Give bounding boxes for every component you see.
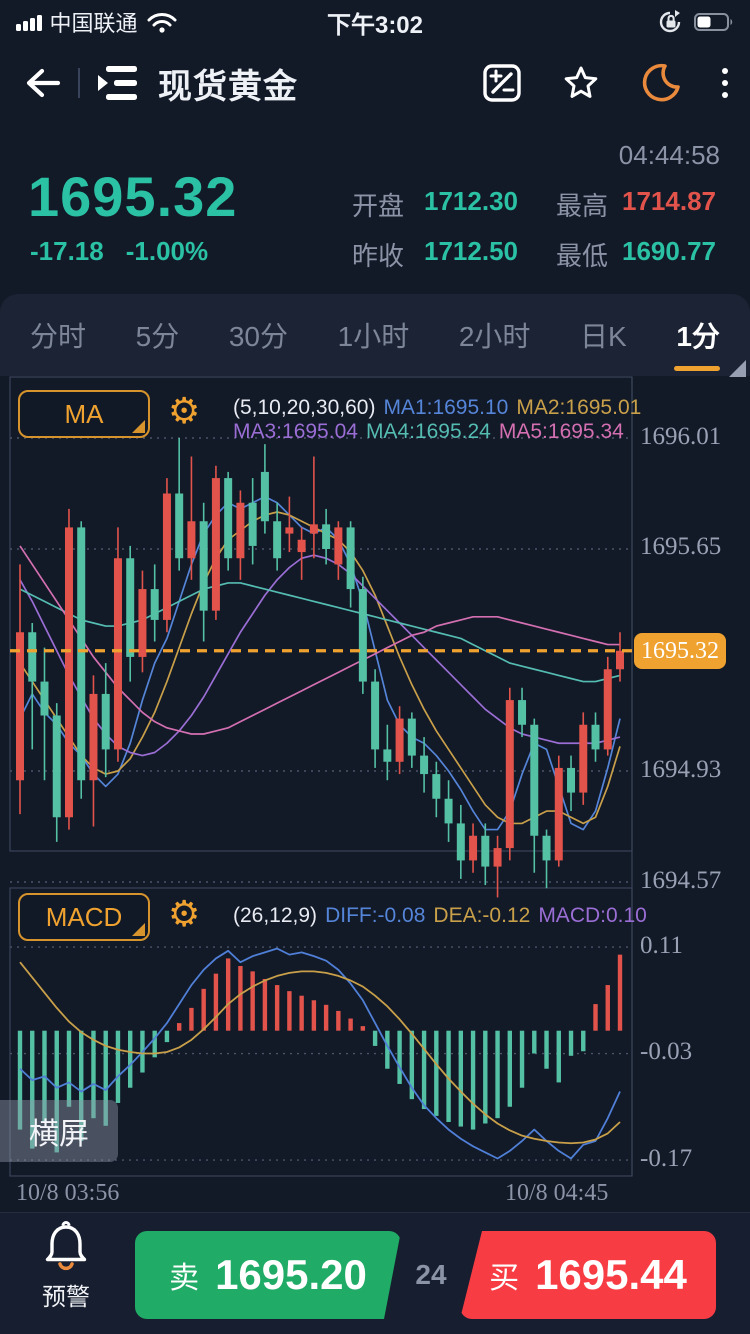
tab-timeline[interactable]: 分时 bbox=[30, 321, 87, 352]
buy-label: 买 bbox=[489, 1262, 520, 1295]
status-bar: 中国联通 下午3:02 bbox=[0, 0, 750, 44]
more-menu-icon[interactable] bbox=[718, 64, 732, 102]
price-change: -17.18 bbox=[30, 236, 104, 266]
alert-bell-icon bbox=[45, 1221, 87, 1271]
macd-settings-gear-icon[interactable]: ⚙ bbox=[168, 894, 201, 935]
symbol-list-icon[interactable] bbox=[94, 63, 142, 103]
tab-5min[interactable]: 5分 bbox=[135, 321, 180, 352]
spread-value: 24 bbox=[415, 1259, 447, 1290]
prev-close-value: 1712.50 bbox=[424, 236, 518, 266]
ma-indicator-button[interactable]: MA bbox=[18, 390, 150, 438]
timeframe-tabs: 分时 5分 30分 1小时 2小时 日K 1分 bbox=[0, 294, 750, 376]
candle-countdown: 04:44:58 bbox=[618, 140, 720, 170]
buy-button[interactable]: 买 1695.44 bbox=[460, 1231, 716, 1319]
ma-settings-gear-icon[interactable]: ⚙ bbox=[168, 391, 201, 432]
tab-1min[interactable]: 1分 bbox=[676, 321, 720, 352]
open-value: 1712.30 bbox=[424, 186, 518, 216]
open-label: 开盘 bbox=[352, 191, 405, 221]
active-tab-underline bbox=[674, 366, 720, 371]
favorite-star-icon[interactable] bbox=[558, 61, 604, 105]
night-mode-moon-icon[interactable] bbox=[638, 61, 684, 105]
alert-label: 预警 bbox=[42, 1284, 90, 1311]
low-label: 最低 bbox=[556, 241, 609, 271]
tab-1hour[interactable]: 1小时 bbox=[337, 321, 410, 352]
price-change-percent: -1.00% bbox=[125, 236, 209, 266]
tab-daily[interactable]: 日K bbox=[580, 321, 627, 352]
ma-button-label: MA bbox=[64, 398, 104, 429]
landscape-mode-button[interactable]: 横屏 bbox=[0, 1100, 118, 1162]
signal-strength-icon bbox=[16, 14, 42, 31]
indicator-adjust-icon[interactable] bbox=[480, 61, 524, 105]
price-change-row: -17.18 -1.00% bbox=[30, 236, 208, 267]
bottom-trade-bar: 预警 卖 1695.20 24 买 1695.44 bbox=[0, 1212, 750, 1334]
tab-30min[interactable]: 30分 bbox=[228, 321, 288, 352]
battery-icon bbox=[694, 13, 733, 31]
rotation-lock-icon bbox=[659, 10, 681, 33]
macd-indicator-button[interactable]: MACD bbox=[18, 893, 150, 941]
macd-button-label: MACD bbox=[45, 901, 123, 932]
wifi-icon bbox=[147, 13, 177, 33]
carrier-label: 中国联通 bbox=[49, 11, 138, 36]
last-price: 1695.32 bbox=[28, 165, 238, 228]
high-label: 最高 bbox=[556, 191, 609, 221]
sell-price: 1695.20 bbox=[215, 1251, 367, 1298]
sell-button[interactable]: 卖 1695.20 bbox=[135, 1231, 401, 1319]
buy-price: 1695.44 bbox=[535, 1251, 687, 1298]
page-title: 现货黄金 bbox=[158, 67, 298, 106]
status-time: 下午3:02 bbox=[326, 11, 424, 39]
sell-label: 卖 bbox=[169, 1262, 200, 1295]
header: 现货黄金 bbox=[0, 44, 750, 122]
price-alert-button[interactable]: 预警 bbox=[20, 1219, 112, 1331]
back-button[interactable] bbox=[18, 61, 64, 105]
quote-section: 04:44:58 1695.32 -17.18 -1.00% 开盘 1712.3… bbox=[0, 122, 750, 294]
prev-close-label: 昨收 bbox=[352, 241, 405, 271]
tab-dropdown-corner-icon[interactable] bbox=[729, 360, 746, 377]
low-value: 1690.77 bbox=[622, 236, 716, 266]
high-value: 1714.87 bbox=[622, 186, 716, 216]
header-divider bbox=[78, 68, 80, 98]
tab-2hour[interactable]: 2小时 bbox=[458, 321, 531, 352]
